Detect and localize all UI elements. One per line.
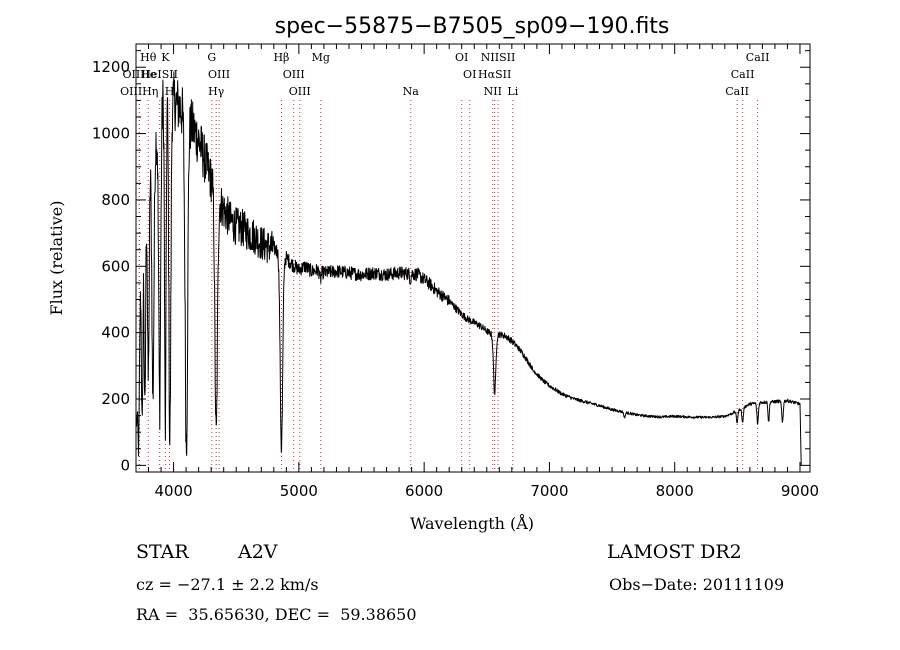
y-tick-label: 0 <box>120 456 130 474</box>
redshift-cz: cz = −27.1 ± 2.2 km/s <box>136 575 319 594</box>
x-tick-label: 8000 <box>656 482 694 500</box>
line-label: Hγ <box>208 85 225 98</box>
plot-frame <box>135 43 811 473</box>
line-label: CaII <box>725 85 749 98</box>
spectrum-series-line <box>136 71 802 466</box>
y-axis: 0 200 400 600 800 1000 1200 <box>92 50 810 474</box>
object-type: STAR <box>136 541 189 563</box>
line-label: OIII <box>289 85 311 98</box>
line-label: OIII <box>208 68 230 81</box>
line-label: HeISII <box>141 68 178 81</box>
y-tick-label: 1000 <box>92 125 130 143</box>
x-tick-label: 4000 <box>154 482 192 500</box>
line-label: HαSII <box>478 68 511 81</box>
y-tick-label: 400 <box>101 324 130 342</box>
line-label: OI <box>455 51 468 64</box>
y-tick-label: 200 <box>101 390 130 408</box>
x-tick-label: 9000 <box>781 482 819 500</box>
y-axis-label: Flux (relative) <box>47 201 66 316</box>
y-tick-label: 800 <box>101 191 130 209</box>
x-tick-label: 7000 <box>530 482 568 500</box>
line-label: H <box>165 85 175 98</box>
y-tick-label: 1200 <box>92 58 130 76</box>
line-label: NIISII <box>481 51 516 64</box>
line-label: Hθ <box>140 51 157 64</box>
x-tick-label: 5000 <box>280 482 318 500</box>
observation-date: Obs−Date: 20111109 <box>609 575 785 594</box>
line-label: CaII <box>746 51 770 64</box>
line-label: OI <box>463 68 476 81</box>
line-label: G <box>207 51 216 64</box>
x-axis-label: Wavelength (Å) <box>410 513 534 533</box>
line-label: Na <box>403 85 420 98</box>
chart-title: spec−55875−B7505_sp09−190.fits <box>275 14 670 39</box>
line-label: K <box>161 51 170 64</box>
line-label: NII <box>484 85 502 98</box>
line-label: OIII <box>283 68 305 81</box>
line-label: Mg <box>312 51 330 64</box>
line-label: CaII <box>731 68 755 81</box>
line-label: Li <box>507 85 518 98</box>
spectral-subclass: A2V <box>238 541 278 563</box>
x-axis: 4000 5000 6000 7000 8000 9000 <box>135 44 819 500</box>
survey-name: LAMOST DR2 <box>607 541 742 563</box>
line-label: Hβ <box>273 51 289 64</box>
line-label: OIIHe <box>122 68 156 81</box>
y-tick-label: 600 <box>101 257 130 275</box>
line-label: OIIIHη <box>120 85 158 98</box>
sky-coordinates: RA = 35.65630, DEC = 59.38650 <box>136 605 417 624</box>
x-tick-label: 6000 <box>405 482 443 500</box>
